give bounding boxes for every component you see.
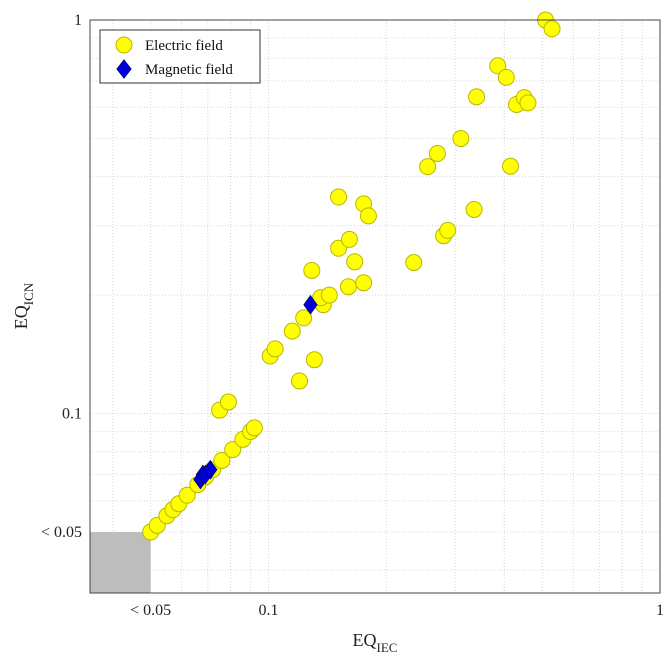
legend: Electric field Magnetic field bbox=[99, 29, 261, 84]
electric-field-point bbox=[489, 57, 507, 75]
y-tick-label: 0.1 bbox=[62, 406, 82, 423]
electric-field-point bbox=[359, 207, 377, 225]
electric-field-point bbox=[339, 278, 357, 296]
magnetic-field-point bbox=[303, 294, 318, 315]
below-threshold-area bbox=[90, 532, 151, 593]
electric-field-point bbox=[224, 441, 242, 459]
electric-field-point bbox=[419, 158, 437, 176]
electric-field-point bbox=[266, 340, 284, 358]
electric-field-point bbox=[405, 254, 423, 272]
electric-field-point bbox=[465, 200, 483, 218]
tick-labels: < 0.05 0.1 1 < 0.05 0.1 1 bbox=[41, 12, 664, 619]
x-tick-label: 1 bbox=[656, 602, 664, 619]
electric-field-point bbox=[501, 157, 519, 175]
electric-field-point bbox=[497, 68, 515, 86]
electric-field-point bbox=[452, 129, 470, 147]
legend-label-electric-field: Electric field bbox=[145, 38, 223, 54]
electric-field-point bbox=[303, 261, 321, 279]
electric-field-point bbox=[290, 372, 308, 390]
x-tick-label: 0.1 bbox=[258, 602, 278, 619]
electric-field-point bbox=[543, 20, 561, 38]
below-threshold-region bbox=[90, 532, 151, 593]
electric-field-point bbox=[178, 486, 196, 504]
electric-field-point bbox=[305, 351, 323, 369]
legend-label-magnetic-field: Magnetic field bbox=[145, 62, 233, 78]
electric-field-point bbox=[219, 393, 237, 411]
electric-field-point bbox=[320, 286, 338, 304]
electric-field-point bbox=[346, 253, 364, 271]
electric-field-point bbox=[340, 230, 358, 248]
electric-field-point bbox=[283, 322, 301, 340]
y-tick-label: < 0.05 bbox=[41, 524, 82, 541]
legend-marker-magnetic-field bbox=[116, 59, 132, 79]
electric-field-point bbox=[439, 221, 457, 239]
y-axis-label: EQICN bbox=[11, 282, 36, 329]
legend-marker-electric-field bbox=[115, 36, 133, 54]
plot-frame bbox=[89, 19, 661, 594]
electric-field-point bbox=[295, 309, 313, 327]
x-tick-label: < 0.05 bbox=[130, 602, 171, 619]
electric-field-point bbox=[245, 419, 263, 437]
data-points bbox=[142, 11, 561, 541]
x-axis-label: EQIEC bbox=[353, 630, 398, 655]
electric-field-point bbox=[519, 94, 537, 112]
magnetic-field-point bbox=[203, 459, 218, 480]
y-tick-label: 1 bbox=[74, 12, 82, 29]
electric-field-point bbox=[428, 144, 446, 162]
electric-field-point bbox=[355, 274, 373, 292]
electric-field-point bbox=[213, 451, 231, 469]
electric-field-point bbox=[468, 88, 486, 106]
electric-field-point bbox=[330, 188, 348, 206]
